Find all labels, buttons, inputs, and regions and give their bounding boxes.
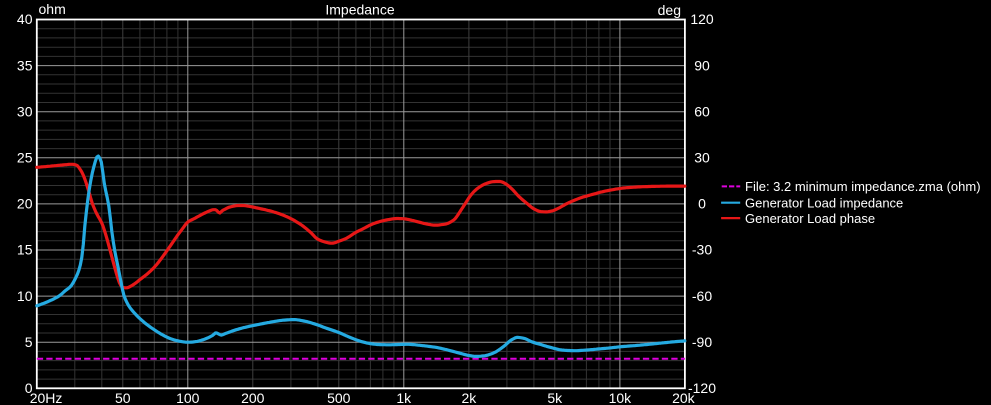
svg-text:10k: 10k xyxy=(609,390,633,405)
svg-text:40: 40 xyxy=(17,11,33,27)
svg-text:50: 50 xyxy=(115,390,131,405)
svg-text:5: 5 xyxy=(25,334,33,350)
svg-text:ohm: ohm xyxy=(39,1,66,17)
svg-text:-120: -120 xyxy=(688,380,716,396)
svg-text:25: 25 xyxy=(17,150,33,166)
svg-text:-30: -30 xyxy=(692,242,712,258)
svg-text:Generator Load impedance: Generator Load impedance xyxy=(745,196,903,211)
svg-text:200: 200 xyxy=(241,390,265,405)
svg-text:20k: 20k xyxy=(672,390,696,405)
svg-text:10: 10 xyxy=(17,288,33,304)
svg-text:5k: 5k xyxy=(547,390,563,405)
svg-text:35: 35 xyxy=(17,57,33,73)
svg-text:20Hz: 20Hz xyxy=(30,390,63,405)
svg-text:File: 3.2 minimum impedance.zm: File: 3.2 minimum impedance.zma (ohm) xyxy=(745,179,981,194)
svg-text:90: 90 xyxy=(694,57,710,73)
svg-text:15: 15 xyxy=(17,242,33,258)
svg-text:-60: -60 xyxy=(692,288,712,304)
svg-text:deg: deg xyxy=(658,2,681,18)
svg-text:20: 20 xyxy=(17,196,33,212)
svg-text:0: 0 xyxy=(25,380,33,396)
svg-text:Generator Load phase: Generator Load phase xyxy=(745,211,875,226)
svg-text:30: 30 xyxy=(694,150,710,166)
svg-text:-90: -90 xyxy=(692,334,712,350)
svg-text:0: 0 xyxy=(698,196,706,212)
svg-text:500: 500 xyxy=(327,390,351,405)
svg-text:30: 30 xyxy=(17,103,33,119)
svg-text:100: 100 xyxy=(176,390,200,405)
svg-text:1k: 1k xyxy=(396,390,412,405)
svg-text:60: 60 xyxy=(694,103,710,119)
svg-text:120: 120 xyxy=(690,11,714,27)
svg-text:Impedance: Impedance xyxy=(325,2,394,18)
svg-text:2k: 2k xyxy=(462,390,478,405)
